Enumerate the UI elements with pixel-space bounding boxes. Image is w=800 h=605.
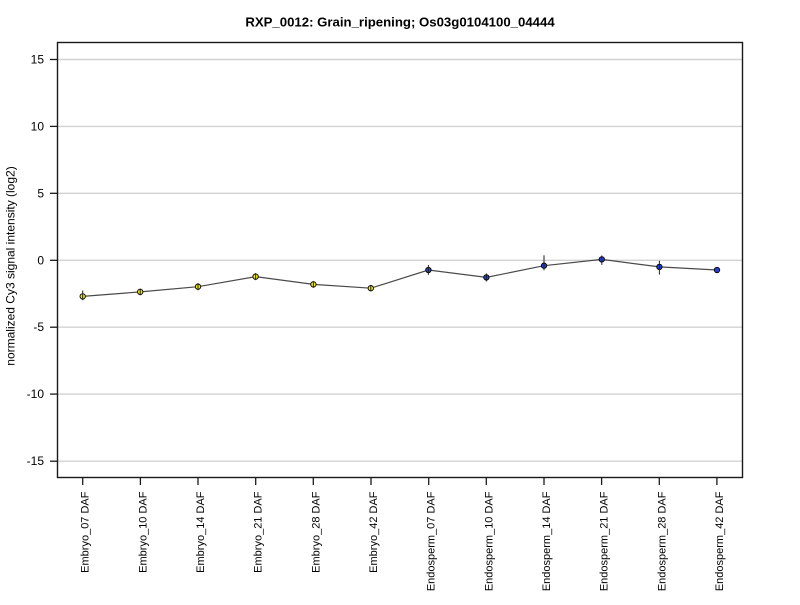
- svg-text:Endosperm_07 DAF: Endosperm_07 DAF: [426, 491, 438, 591]
- svg-text:-10: -10: [27, 387, 45, 401]
- svg-text:-5: -5: [33, 320, 44, 334]
- svg-text:15: 15: [31, 53, 45, 67]
- svg-text:5: 5: [37, 186, 44, 200]
- svg-text:Embryo_10 DAF: Embryo_10 DAF: [137, 491, 149, 573]
- svg-text:0: 0: [37, 253, 44, 267]
- svg-text:Endosperm_14 DAF: Endosperm_14 DAF: [541, 491, 553, 591]
- svg-text:RXP_0012: Grain_ripening; Os03: RXP_0012: Grain_ripening; Os03g0104100_0…: [245, 15, 555, 30]
- svg-text:Endosperm_10 DAF: Endosperm_10 DAF: [483, 491, 495, 591]
- svg-text:10: 10: [31, 119, 45, 133]
- svg-text:Endosperm_42 DAF: Endosperm_42 DAF: [714, 491, 726, 591]
- svg-text:Embryo_07 DAF: Embryo_07 DAF: [80, 491, 92, 573]
- svg-text:-15: -15: [27, 454, 45, 468]
- svg-text:Embryo_28 DAF: Embryo_28 DAF: [310, 491, 322, 573]
- svg-text:Endosperm_21 DAF: Endosperm_21 DAF: [599, 491, 611, 591]
- svg-text:Embryo_42 DAF: Embryo_42 DAF: [368, 491, 380, 573]
- svg-text:Embryo_14 DAF: Embryo_14 DAF: [195, 491, 207, 573]
- svg-text:Embryo_21 DAF: Embryo_21 DAF: [253, 491, 265, 573]
- svg-text:normalized Cy3 signal intensit: normalized Cy3 signal intensity (log2): [4, 166, 18, 365]
- svg-text:Endosperm_28 DAF: Endosperm_28 DAF: [656, 491, 668, 591]
